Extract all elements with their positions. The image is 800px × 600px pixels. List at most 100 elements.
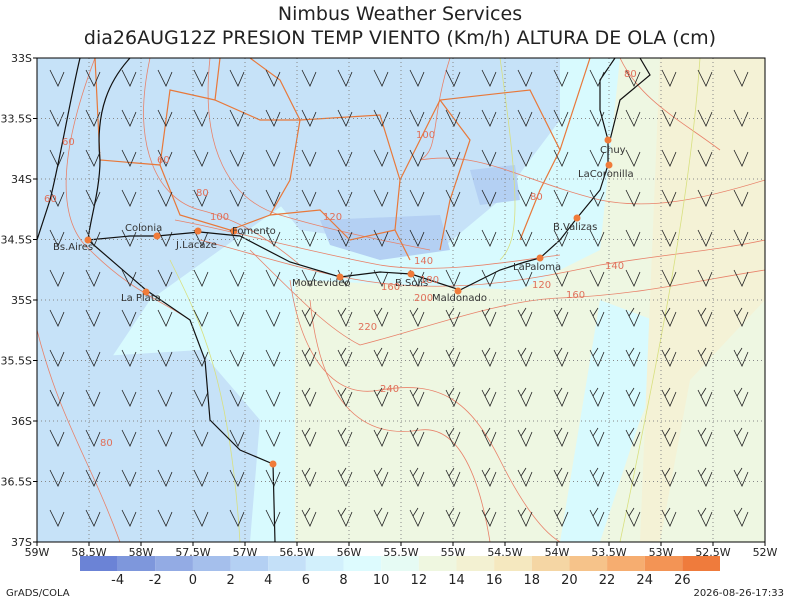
colorbar-box: [607, 556, 645, 571]
colorbar-label: 24: [636, 573, 653, 588]
city-label: Maldonado: [432, 293, 487, 304]
contour-label: 120: [323, 212, 342, 223]
wind-barb: [193, 69, 209, 87]
wind-barb: [661, 347, 677, 367]
wind-barb: [589, 307, 605, 327]
colorbar-box: [682, 556, 720, 571]
lon-label: 54W: [545, 546, 570, 559]
wind-barb: [517, 69, 533, 87]
contour-label: 80: [624, 69, 637, 80]
wind-barb: [409, 109, 425, 127]
wind-barb: [445, 149, 461, 167]
wind-barb: [265, 269, 281, 287]
wind-barb: [85, 509, 101, 527]
contour-label: 60: [44, 194, 57, 205]
wind-barb: [481, 467, 497, 487]
wind-barb: [301, 427, 317, 447]
wind-barb: [445, 269, 461, 287]
wind-barb: [229, 149, 245, 167]
contour-label: 140: [605, 261, 624, 272]
wind-barb: [625, 269, 641, 287]
lat-label: 36S: [11, 415, 32, 428]
city-dot: [230, 227, 238, 235]
wind-barb: [229, 469, 245, 487]
wind-barb: [697, 109, 713, 127]
lon-label: 53W: [649, 546, 674, 559]
colorbar-box: [494, 556, 532, 571]
wind-barb: [373, 149, 389, 167]
wind-barb: [265, 469, 281, 487]
wind-barb: [85, 309, 101, 327]
wind-barb: [481, 307, 497, 327]
wind-barb: [49, 269, 65, 287]
wind-barb: [553, 189, 569, 207]
wind-barb: [193, 229, 209, 247]
wind-barb: [301, 467, 317, 487]
city-dot: [269, 460, 277, 468]
wind-barb: [49, 509, 65, 527]
wind-barb: [49, 109, 65, 127]
wind-barb: [373, 307, 389, 327]
wind-barb: [517, 269, 533, 287]
colorbar-box: [155, 556, 193, 571]
wind-barb: [481, 347, 497, 367]
wind-barb: [661, 189, 677, 207]
city-dot: [454, 287, 462, 295]
wind-barb: [445, 507, 461, 527]
colorbar-box: [418, 556, 457, 571]
wind-barb: [85, 69, 101, 87]
wind-barb: [265, 149, 281, 167]
contour-label: 80: [196, 188, 209, 199]
lat-label: 35.5S: [1, 355, 32, 368]
wind-barb: [85, 149, 101, 167]
wind-barb: [409, 507, 425, 527]
wind-barb: [553, 507, 569, 527]
colorbar-label: 16: [486, 573, 503, 588]
colorbar-label: 20: [561, 573, 578, 588]
lon-label: 55.5W: [383, 546, 418, 559]
wind-barb: [85, 349, 101, 367]
wind-barb: [517, 427, 533, 447]
wind-barb: [697, 307, 713, 327]
wind-barb: [265, 69, 281, 87]
lon-label: 59W: [25, 546, 50, 559]
wind-barb: [121, 189, 137, 207]
wind-barb: [373, 109, 389, 127]
wind-barb: [49, 429, 65, 447]
wind-barb: [85, 229, 101, 247]
wind-barb: [301, 387, 317, 407]
wind-barb: [661, 109, 677, 127]
wind-barb: [157, 389, 173, 407]
wind-barb: [265, 349, 281, 367]
wind-barb: [409, 387, 425, 407]
wind-barb: [733, 507, 749, 527]
lon-label: 58W: [129, 546, 154, 559]
wind-barb: [481, 427, 497, 447]
wind-barb: [157, 269, 173, 287]
colorbar-box: [343, 556, 382, 571]
wind-barb: [49, 229, 65, 247]
wind-barb: [301, 269, 317, 287]
wind-barb: [517, 507, 533, 527]
colorbar-label: 8: [339, 573, 347, 588]
wind-barb: [229, 269, 245, 287]
wind-barb: [553, 269, 569, 287]
contour-label: 220: [358, 322, 377, 333]
colorbar-box: [531, 556, 570, 571]
colorbar-box: [192, 556, 231, 571]
wind-barb: [733, 307, 749, 327]
wind-barbs: [49, 69, 749, 527]
wind-barb: [625, 149, 641, 167]
colorbar-box: [456, 556, 495, 571]
wind-barb: [301, 307, 317, 327]
wind-barb: [157, 69, 173, 87]
wind-barb: [553, 467, 569, 487]
wind-barb: [517, 467, 533, 487]
wind-barb: [697, 229, 713, 247]
city-dot: [194, 227, 202, 235]
lat-label: 34S: [11, 173, 32, 186]
colorbar-label: 0: [189, 573, 197, 588]
title: Nimbus Weather Services: [278, 3, 522, 25]
city-label: Chuy: [600, 145, 626, 156]
wind-barb: [589, 269, 605, 287]
